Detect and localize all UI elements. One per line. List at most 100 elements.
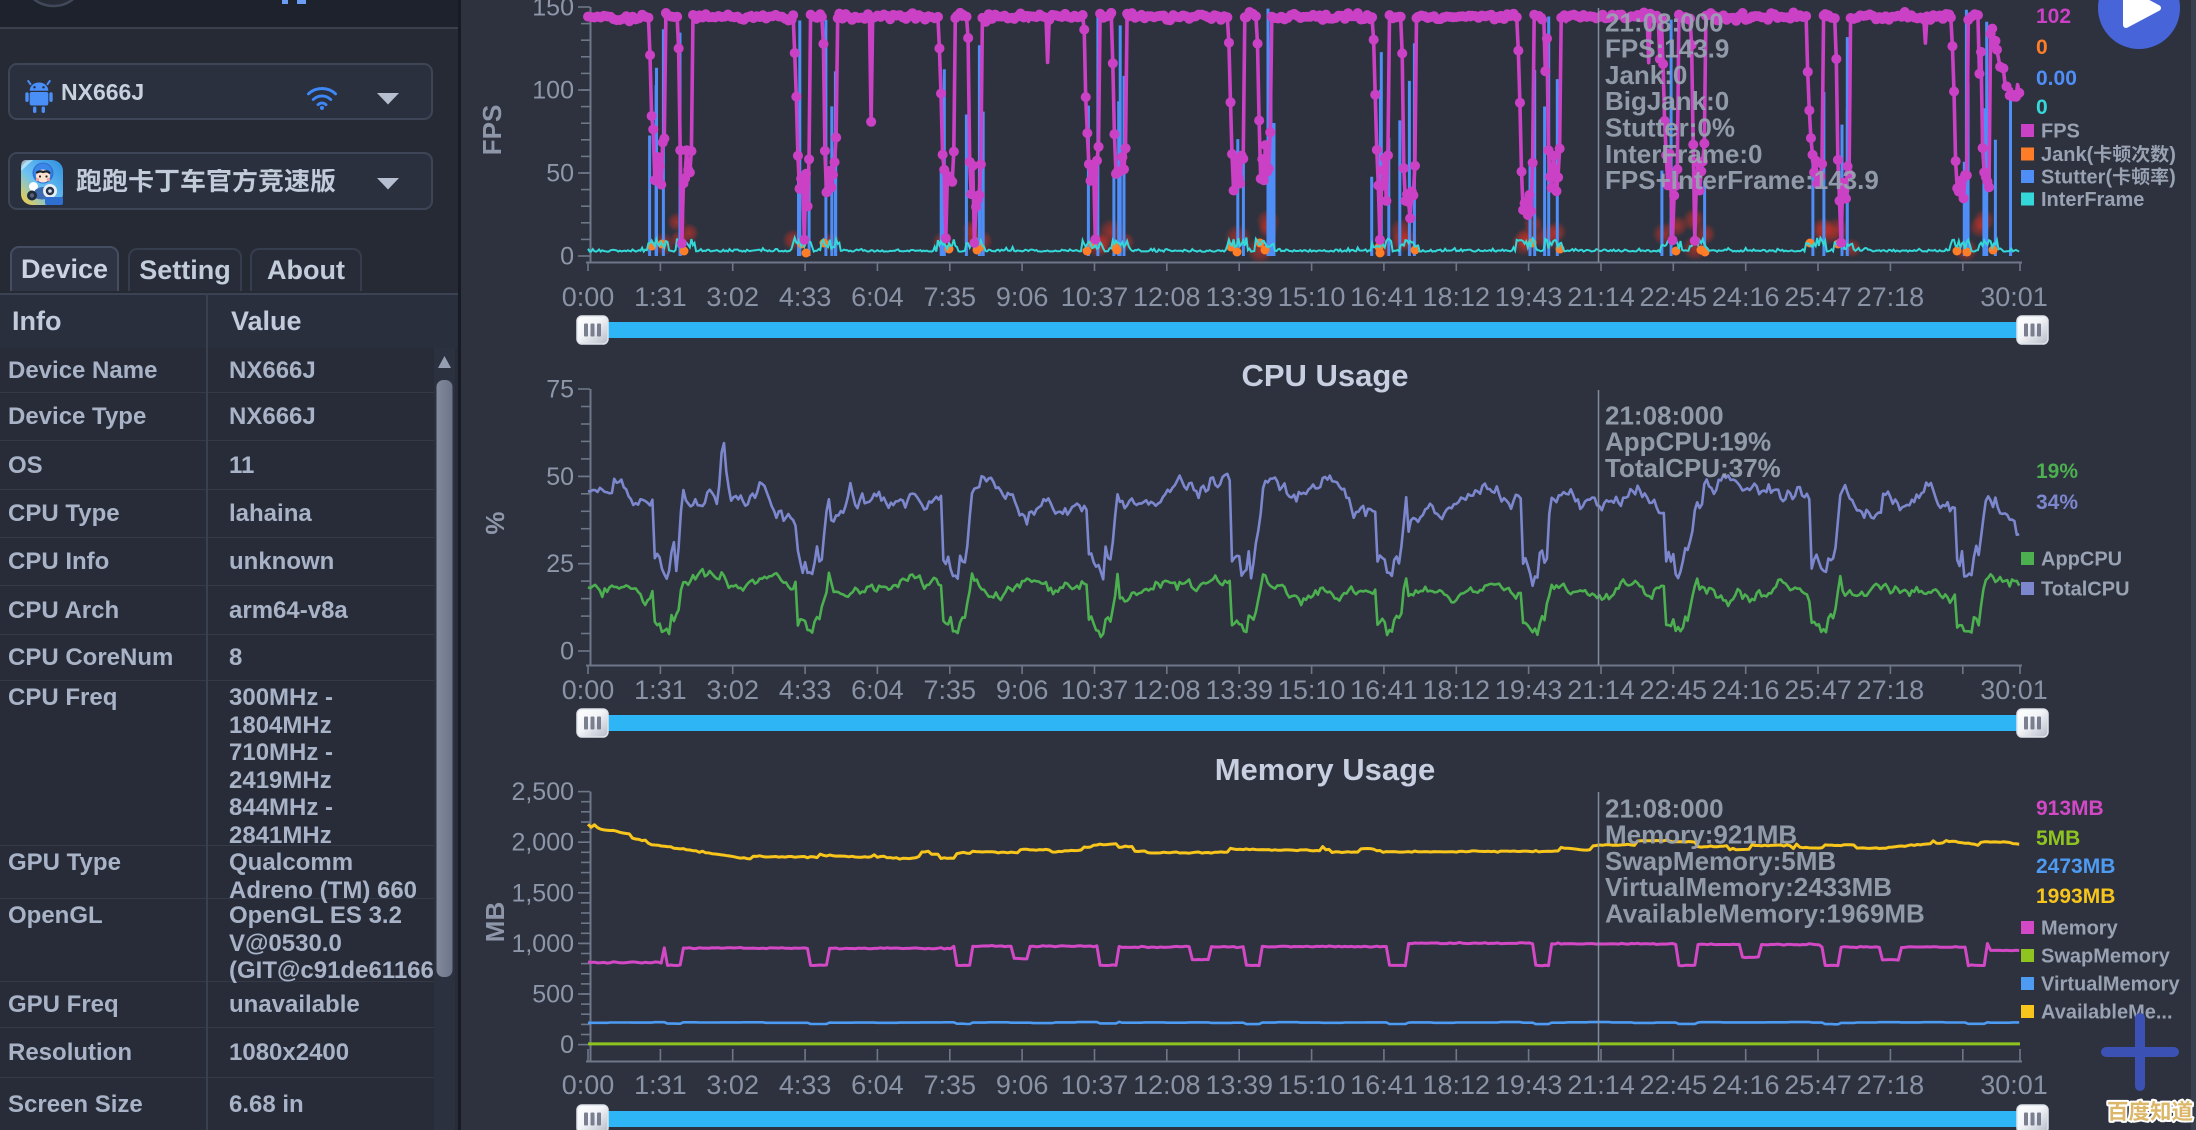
svg-text:2473MB: 2473MB (2036, 855, 2115, 878)
svg-text:InterFrame: InterFrame (2041, 189, 2144, 211)
svg-text:10:37: 10:37 (1061, 675, 1129, 705)
svg-text:12:08: 12:08 (1133, 1070, 1201, 1100)
svg-text:1:31: 1:31 (634, 282, 687, 312)
svg-text:6:04: 6:04 (851, 1070, 904, 1100)
svg-text:21:14: 21:14 (1567, 675, 1635, 705)
svg-text:15:10: 15:10 (1278, 1070, 1346, 1100)
svg-text:19%: 19% (2036, 460, 2078, 483)
svg-text:21:08:000: 21:08:000 (1605, 7, 1724, 37)
svg-text:30:01: 30:01 (1980, 675, 2048, 705)
svg-text:25:47: 25:47 (1784, 1070, 1852, 1100)
svg-text:TotalCPU: TotalCPU (2041, 579, 2130, 601)
svg-text:75: 75 (546, 376, 574, 404)
svg-text:FPS: FPS (2041, 121, 2080, 143)
svg-text:9:06: 9:06 (996, 282, 1049, 312)
svg-text:0: 0 (560, 1031, 574, 1059)
svg-text:4:33: 4:33 (779, 675, 832, 705)
svg-text:30:01: 30:01 (1980, 1070, 2048, 1100)
svg-text:BigJank:0: BigJank:0 (1605, 86, 1729, 116)
svg-text:FPS: FPS (477, 105, 507, 156)
svg-text:19:43: 19:43 (1495, 675, 1563, 705)
svg-text:0: 0 (2036, 36, 2048, 59)
svg-text:7:35: 7:35 (924, 675, 977, 705)
svg-text:AppCPU: AppCPU (2041, 549, 2122, 571)
svg-text:4:33: 4:33 (779, 1070, 832, 1100)
svg-text:13:39: 13:39 (1205, 282, 1273, 312)
svg-text:12:08: 12:08 (1133, 282, 1201, 312)
svg-text:3:02: 3:02 (706, 282, 759, 312)
svg-text:13:39: 13:39 (1205, 675, 1273, 705)
svg-text:Stutter(: Stutter( (2041, 167, 2112, 189)
svg-text:19:43: 19:43 (1495, 282, 1563, 312)
svg-text:16:41: 16:41 (1350, 282, 1418, 312)
svg-text:25:47: 25:47 (1784, 282, 1852, 312)
svg-text:16:41: 16:41 (1350, 1070, 1418, 1100)
svg-text:Memory: Memory (2041, 918, 2119, 940)
svg-text:10:37: 10:37 (1061, 1070, 1129, 1100)
svg-text:10:37: 10:37 (1061, 282, 1129, 312)
svg-text:7:35: 7:35 (924, 1070, 977, 1100)
svg-text:0:00: 0:00 (562, 675, 615, 705)
svg-text:27:18: 27:18 (1857, 675, 1925, 705)
svg-text:Memory:921MB: Memory:921MB (1605, 820, 1797, 850)
svg-text:VirtualMemory:2433MB: VirtualMemory:2433MB (1605, 872, 1892, 902)
svg-text:5MB: 5MB (2036, 827, 2080, 850)
svg-text:22:45: 22:45 (1640, 282, 1708, 312)
svg-text:27:18: 27:18 (1857, 1070, 1925, 1100)
svg-text:24:16: 24:16 (1712, 282, 1780, 312)
svg-text:): ) (2169, 167, 2176, 189)
svg-text:21:08:000: 21:08:000 (1605, 400, 1724, 430)
svg-text:0.00: 0.00 (2036, 67, 2077, 90)
svg-text:18:12: 18:12 (1423, 675, 1491, 705)
svg-text:CPU Usage: CPU Usage (1241, 358, 1408, 393)
svg-text:): ) (2169, 144, 2176, 166)
svg-text:150: 150 (532, 0, 574, 22)
svg-text:1993MB: 1993MB (2036, 885, 2115, 908)
svg-text:VirtualMemory: VirtualMemory (2041, 974, 2180, 996)
svg-text:18:12: 18:12 (1423, 282, 1491, 312)
svg-text:0: 0 (2036, 96, 2048, 119)
svg-text:AppCPU:19%: AppCPU:19% (1605, 427, 1771, 457)
svg-text:2,500: 2,500 (511, 778, 574, 806)
svg-text:15:10: 15:10 (1278, 675, 1346, 705)
svg-text:AvailableMe...: AvailableMe... (2041, 1002, 2173, 1024)
svg-text:1:31: 1:31 (634, 1070, 687, 1100)
svg-text:Jank:0: Jank:0 (1605, 60, 1687, 90)
svg-text:AvailableMemory:1969MB: AvailableMemory:1969MB (1605, 899, 1925, 929)
svg-text:Jank(: Jank( (2041, 144, 2094, 166)
svg-text:3:02: 3:02 (706, 675, 759, 705)
svg-text:24:16: 24:16 (1712, 1070, 1780, 1100)
svg-text:6:04: 6:04 (851, 282, 904, 312)
svg-text:25:47: 25:47 (1784, 675, 1852, 705)
svg-text:102: 102 (2036, 5, 2071, 28)
svg-text:0:00: 0:00 (562, 1070, 615, 1100)
svg-text:21:14: 21:14 (1567, 1070, 1635, 1100)
svg-text:2,000: 2,000 (511, 829, 574, 857)
svg-text:25: 25 (546, 550, 574, 578)
svg-text:50: 50 (546, 463, 574, 491)
svg-text:0: 0 (560, 638, 574, 666)
svg-text:22:45: 22:45 (1640, 675, 1708, 705)
svg-text:FPS+InterFrame:143.9: FPS+InterFrame:143.9 (1605, 165, 1879, 195)
svg-text:0: 0 (560, 243, 574, 271)
svg-text:12:08: 12:08 (1133, 675, 1201, 705)
svg-text:TotalCPU:37%: TotalCPU:37% (1605, 453, 1781, 483)
svg-text:16:41: 16:41 (1350, 675, 1418, 705)
svg-text:1,000: 1,000 (511, 930, 574, 958)
svg-text:9:06: 9:06 (996, 1070, 1049, 1100)
svg-text:27:18: 27:18 (1857, 282, 1925, 312)
svg-text:4:33: 4:33 (779, 282, 832, 312)
svg-text:MB: MB (480, 902, 510, 942)
svg-text:1,500: 1,500 (511, 879, 574, 907)
svg-text:50: 50 (546, 160, 574, 188)
svg-text:SwapMemory: SwapMemory (2041, 946, 2171, 968)
svg-text:9:06: 9:06 (996, 675, 1049, 705)
svg-text:100: 100 (532, 77, 574, 105)
svg-text:34%: 34% (2036, 491, 2078, 514)
svg-text:21:14: 21:14 (1567, 282, 1635, 312)
svg-text:Stutter:0%: Stutter:0% (1605, 113, 1735, 143)
svg-text:500: 500 (532, 981, 574, 1009)
svg-text:19:43: 19:43 (1495, 1070, 1563, 1100)
svg-text:6:04: 6:04 (851, 675, 904, 705)
svg-text:21:08:000: 21:08:000 (1605, 793, 1724, 823)
